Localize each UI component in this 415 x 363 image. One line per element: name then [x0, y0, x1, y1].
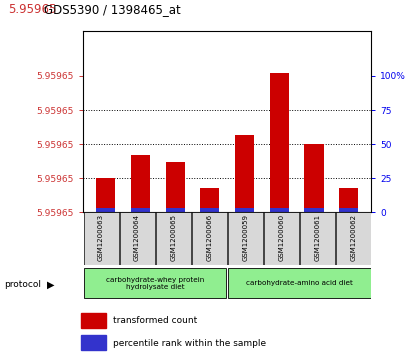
Bar [166, 208, 185, 212]
Bar [192, 212, 227, 265]
Bar [264, 212, 299, 265]
Text: GSM1200064: GSM1200064 [134, 214, 140, 261]
Bar [228, 268, 371, 298]
Bar [81, 313, 106, 327]
Text: carbohydrate-whey protein
hydrolysate diet: carbohydrate-whey protein hydrolysate di… [106, 277, 204, 290]
Bar [84, 268, 227, 298]
Text: GSM1200060: GSM1200060 [278, 214, 284, 261]
Text: GSM1200061: GSM1200061 [314, 214, 320, 261]
Bar [336, 212, 371, 265]
Bar [305, 144, 324, 212]
Bar [120, 212, 154, 265]
Bar [200, 208, 220, 212]
Bar [228, 212, 263, 265]
Bar [339, 188, 358, 212]
Text: GSM1200059: GSM1200059 [242, 214, 248, 261]
Text: 5.95965: 5.95965 [8, 3, 57, 16]
Bar [305, 208, 324, 212]
Bar [270, 73, 289, 212]
Bar [96, 208, 115, 212]
Bar [81, 335, 106, 350]
Text: GSM1200063: GSM1200063 [98, 214, 104, 261]
Text: ▶: ▶ [47, 280, 54, 290]
Text: protocol: protocol [4, 281, 41, 289]
Text: percentile rank within the sample: percentile rank within the sample [113, 339, 266, 347]
Bar [235, 135, 254, 212]
Bar [166, 162, 185, 212]
Bar [339, 208, 358, 212]
Text: transformed count: transformed count [113, 316, 197, 325]
Bar [300, 212, 335, 265]
Text: carbohydrate-amino acid diet: carbohydrate-amino acid diet [246, 280, 353, 286]
Bar [156, 212, 190, 265]
Bar [131, 208, 150, 212]
Bar [83, 212, 119, 265]
Text: GSM1200066: GSM1200066 [206, 214, 212, 261]
Text: GSM1200062: GSM1200062 [350, 214, 356, 261]
Text: GSM1200065: GSM1200065 [170, 214, 176, 261]
Bar [270, 208, 289, 212]
Bar [96, 178, 115, 212]
Bar [235, 208, 254, 212]
Bar [131, 155, 150, 212]
Text: GDS5390 / 1398465_at: GDS5390 / 1398465_at [44, 3, 181, 16]
Bar [200, 188, 220, 212]
